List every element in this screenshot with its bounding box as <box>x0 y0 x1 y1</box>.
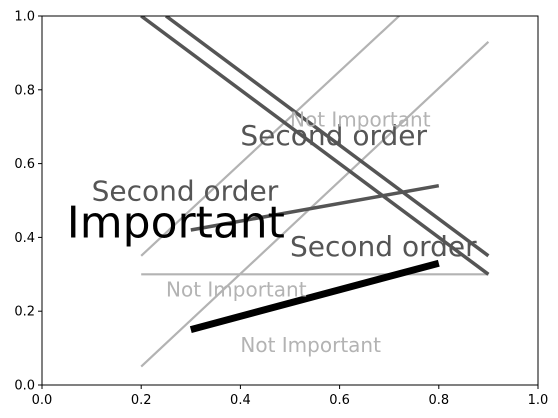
axes: 0.0 0.2 0.4 0.6 0.8 1.0 0.0 0.2 0.4 0.6 0.8 1.0 <box>14 10 548 409</box>
y-tick-label: 0.8 <box>14 83 35 98</box>
y-tick-label: 0.0 <box>14 379 35 394</box>
series-layer <box>140 16 490 368</box>
annotation-important-0: Important <box>67 197 285 248</box>
annotation-second-order-1: Second order <box>92 175 279 208</box>
series-line-second-order-4 <box>164 16 490 258</box>
x-tick-label: 0.4 <box>230 393 251 408</box>
plot-area <box>42 16 538 385</box>
x-tick-label: 0.0 <box>32 393 53 408</box>
series-line-second-order-3 <box>140 16 490 276</box>
x-tick-label: 0.6 <box>329 393 350 408</box>
y-tick-label: 0.6 <box>14 157 35 172</box>
y-tick-label: 1.0 <box>14 10 35 25</box>
series-line-second-order-5 <box>190 183 440 232</box>
series-line-not-important-1 <box>140 16 400 257</box>
annotation-second-order-2: Second order <box>240 119 427 152</box>
y-tick-label: 0.4 <box>14 231 35 246</box>
x-tick-label: 1.0 <box>528 393 549 408</box>
x-tick-label: 0.2 <box>131 393 152 408</box>
annotation-not-important-5: Not Important <box>166 277 307 301</box>
plot-background <box>42 16 538 385</box>
series-line-not-important-0 <box>140 40 490 368</box>
annotation-not-important-6: Not Important <box>240 333 381 357</box>
x-tick-label: 0.8 <box>428 393 449 408</box>
annotation-not-important-4: Not Important <box>290 108 431 132</box>
y-tick-label: 0.2 <box>14 305 35 320</box>
axes-frame <box>41 15 539 386</box>
annotation-second-order-3: Second order <box>290 230 477 263</box>
series-line-important-6 <box>189 259 440 333</box>
